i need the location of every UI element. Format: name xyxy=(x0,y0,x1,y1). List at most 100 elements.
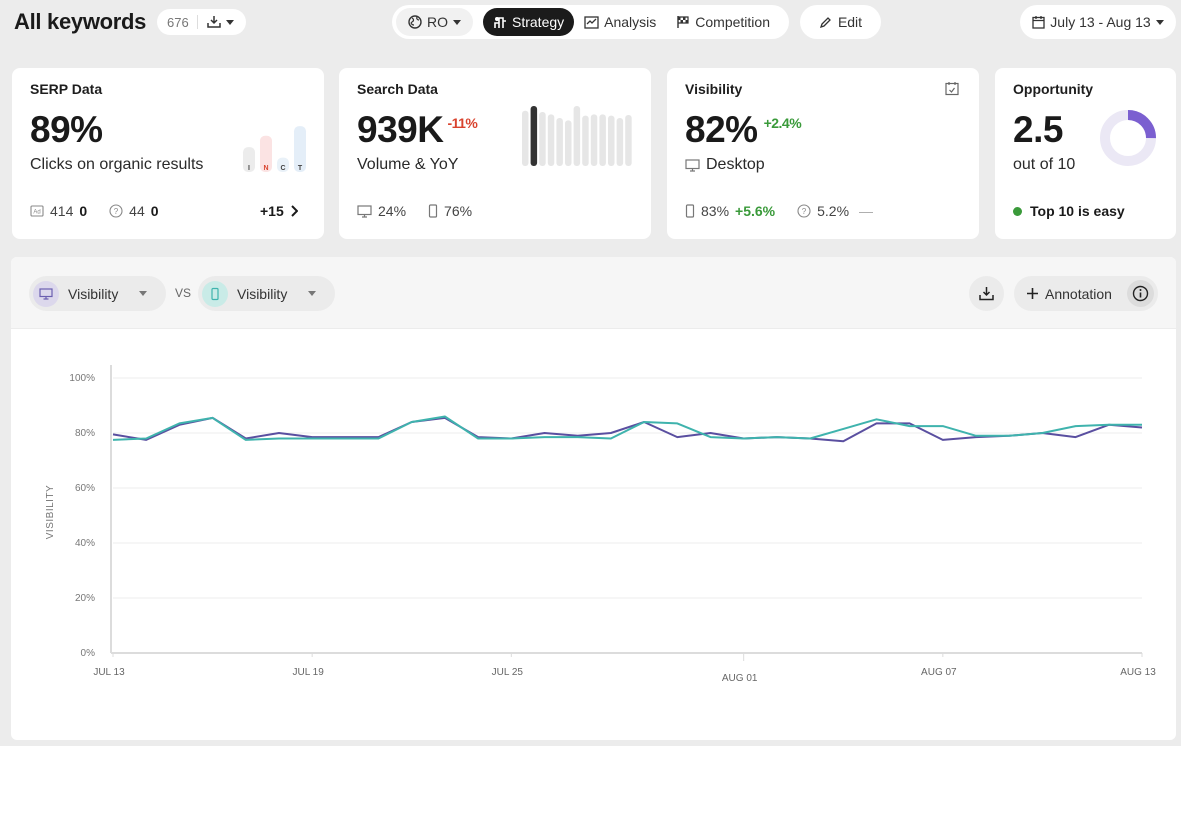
intent-bar xyxy=(243,147,255,172)
opportunity-card[interactable]: Opportunity 2.5 out of 10 Top 10 is easy xyxy=(995,68,1176,239)
info-icon[interactable] xyxy=(1127,280,1154,307)
tab-analysis-label: Analysis xyxy=(604,14,657,30)
intent-bar xyxy=(294,126,306,172)
strategy-icon xyxy=(493,15,507,29)
tab-competition-label: Competition xyxy=(695,14,770,30)
desktop-icon xyxy=(357,204,372,218)
chevron-right-icon xyxy=(290,205,298,217)
annotation-label: Annotation xyxy=(1045,285,1112,302)
y-axis-label: VISIBILITY xyxy=(45,485,56,539)
paa-count: 44 xyxy=(129,203,145,219)
card-title: Opportunity xyxy=(1013,81,1094,97)
y-tick-label: 20% xyxy=(75,593,95,604)
svg-text:?: ? xyxy=(114,207,119,216)
country-select[interactable]: RO xyxy=(396,8,473,36)
visibility-value: 82% xyxy=(685,109,758,150)
desktop-share: 24% xyxy=(378,203,407,219)
visibility-card[interactable]: Visibility 82% +2.4% Desktop 83% +5.6% ?… xyxy=(667,68,979,239)
svg-text:Ad: Ad xyxy=(33,210,40,216)
edit-label: Edit xyxy=(837,14,863,30)
keyword-count-pill: 676 xyxy=(157,9,246,35)
card-title: SERP Data xyxy=(30,81,103,97)
pencil-icon xyxy=(819,16,832,29)
ad-icon: Ad xyxy=(30,205,44,217)
x-tick-label: AUG 13 xyxy=(1120,667,1156,678)
export-icon[interactable] xyxy=(206,15,222,29)
tab-strategy[interactable]: Strategy xyxy=(483,8,575,36)
more-features-count: +15 xyxy=(260,203,284,219)
opportunity-value: 2.5 xyxy=(1013,109,1063,150)
x-tick-label: AUG 07 xyxy=(921,667,957,678)
y-tick-label: 100% xyxy=(69,373,95,384)
volume-bar xyxy=(573,106,581,166)
mobile-visibility-delta: +5.6% xyxy=(735,203,776,219)
chart-toolbar: Visibility VS Visibility Annota xyxy=(11,257,1176,329)
status-dot-icon xyxy=(1013,206,1022,216)
nav-group: RO Strategy Analysis Competition xyxy=(392,5,789,39)
chevron-down-icon xyxy=(1155,19,1164,25)
tab-analysis[interactable]: Analysis xyxy=(574,8,666,36)
series-line-2 xyxy=(112,415,1142,441)
visibility-delta: +2.4% xyxy=(763,115,802,131)
tab-strategy-label: Strategy xyxy=(512,14,565,30)
annotation-button[interactable]: Annotation xyxy=(1014,276,1158,311)
search-footer: 24% 76% xyxy=(357,203,472,219)
opportunity-donut xyxy=(1100,110,1156,166)
date-range-picker[interactable]: July 13 - Aug 13 xyxy=(1020,5,1176,39)
intent-bar xyxy=(277,157,289,172)
volume-bar xyxy=(565,120,572,166)
analysis-icon xyxy=(584,15,599,29)
volume-bar xyxy=(599,114,606,166)
desktop-icon xyxy=(33,280,59,307)
volume-bar xyxy=(556,118,563,166)
volume-bar xyxy=(539,112,546,166)
opportunity-status: Top 10 is easy xyxy=(1013,203,1125,219)
x-tick-label: JUL 19 xyxy=(292,667,324,678)
card-title: Search Data xyxy=(357,81,438,97)
more-features-link[interactable]: +15 xyxy=(260,203,298,219)
search-value-row: 939K -11% xyxy=(357,109,478,151)
export-dropdown-caret[interactable] xyxy=(225,19,234,25)
edit-button[interactable]: Edit xyxy=(800,5,881,39)
search-delta: -11% xyxy=(447,115,478,131)
tab-competition[interactable]: Competition xyxy=(666,8,780,36)
mobile-icon xyxy=(428,204,438,218)
volume-bar xyxy=(608,115,615,166)
series-line-1 xyxy=(112,416,1143,443)
serp-value: 89% xyxy=(30,109,103,150)
calendar-check-icon[interactable] xyxy=(945,81,959,96)
country-code: RO xyxy=(427,14,448,30)
y-tick-label: 80% xyxy=(75,428,95,439)
keyword-count: 676 xyxy=(167,14,189,30)
chevron-down-icon xyxy=(453,19,461,25)
volume-bar xyxy=(582,115,589,166)
search-value: 939K xyxy=(357,109,444,150)
visibility-value-row: 82% +2.4% xyxy=(685,109,802,151)
metric-b-label: Visibility xyxy=(237,285,288,302)
page-title: All keywords xyxy=(14,9,147,34)
serp-data-card[interactable]: SERP Data 89% Clicks on organic results … xyxy=(12,68,324,239)
intent-bar-label: T xyxy=(298,165,303,172)
metric-a-select[interactable]: Visibility xyxy=(29,276,166,311)
volume-trend-bars xyxy=(522,106,632,166)
volume-bar xyxy=(530,106,538,166)
app-background: All keywords 676 RO Strategy Analysis xyxy=(0,0,1181,746)
plus-icon xyxy=(1026,287,1039,300)
mobile-visibility: 83% xyxy=(701,203,730,219)
metric-b-select[interactable]: Visibility xyxy=(198,276,335,311)
search-data-card[interactable]: Search Data 939K -11% Volume & YoY 24% 7… xyxy=(339,68,651,239)
paa-delta: 0 xyxy=(150,203,159,219)
volume-bar xyxy=(522,110,529,166)
visibility-footer: 83% +5.6% ? 5.2% — xyxy=(685,203,873,219)
y-tick-label: 0% xyxy=(81,648,96,659)
visibility-line-chart: 0% 20% 40% 60% 80% 100% VISIBILITY JUL 13 JUL … xyxy=(45,365,1156,684)
download-chart-button[interactable] xyxy=(969,276,1004,311)
volume-bar xyxy=(625,115,632,166)
volume-bar xyxy=(590,114,598,166)
opportunity-subtitle: out of 10 xyxy=(1013,156,1076,173)
intent-bar-label: C xyxy=(280,165,285,172)
download-icon xyxy=(978,286,995,301)
question-icon: ? xyxy=(109,204,123,218)
calendar-icon xyxy=(1032,15,1045,29)
